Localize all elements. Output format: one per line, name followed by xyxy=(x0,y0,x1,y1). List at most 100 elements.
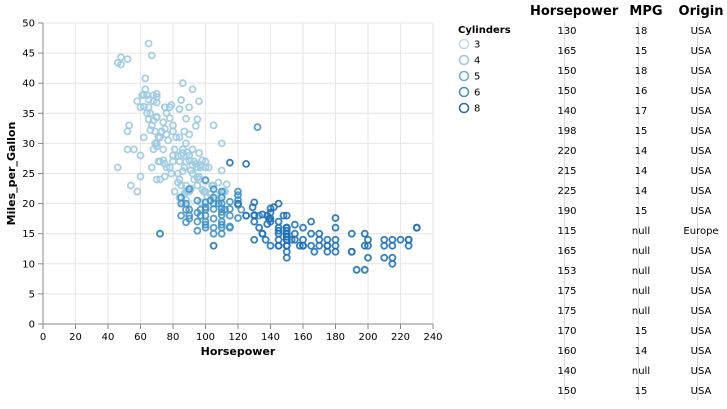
data-point xyxy=(185,185,194,194)
data-point xyxy=(360,265,369,274)
data-point xyxy=(299,223,307,232)
table-cell-origin: USA xyxy=(690,326,712,337)
data-point xyxy=(157,127,166,136)
data-point xyxy=(117,60,125,69)
data-point xyxy=(151,139,160,148)
table-cell-origin: USA xyxy=(690,66,712,77)
y-axis-title: Miles_per_Gallon xyxy=(5,122,18,226)
data-point xyxy=(201,220,210,229)
data-point xyxy=(290,235,299,244)
data-point xyxy=(156,175,164,184)
y-tick-label: 50 xyxy=(22,19,35,30)
data-point xyxy=(217,220,226,229)
x-tick-label: 80 xyxy=(167,332,180,343)
table-cell-horsepower: 198 xyxy=(557,126,577,137)
table-cell-origin: USA xyxy=(690,86,712,97)
data-point xyxy=(209,121,218,130)
data-point xyxy=(209,214,218,223)
data-point xyxy=(139,90,148,99)
data-point xyxy=(196,205,205,214)
data-point xyxy=(154,133,163,142)
data-point xyxy=(193,226,202,235)
data-table: Horsepower MPG Origin 130 18 USA 165 15 USA 15… xyxy=(527,0,727,409)
legend-symbol xyxy=(458,70,470,82)
table-cell-mpg: 14 xyxy=(634,146,648,157)
x-tick-label: 120 xyxy=(228,332,247,343)
data-point xyxy=(209,205,218,213)
data-point xyxy=(201,223,210,232)
table-cell-horsepower: 215 xyxy=(557,166,577,177)
table-cell-origin: USA xyxy=(690,246,712,257)
data-point xyxy=(388,241,397,250)
data-point xyxy=(136,103,145,112)
data-point xyxy=(126,181,135,190)
table-cell-origin: USA xyxy=(690,366,712,377)
data-point xyxy=(331,214,340,222)
data-point xyxy=(360,241,369,250)
table-cell-mpg: 15 xyxy=(634,326,648,337)
data-point xyxy=(209,229,218,238)
data-point xyxy=(139,133,148,142)
data-point xyxy=(225,211,234,220)
data-point xyxy=(144,103,153,112)
data-point xyxy=(347,247,356,256)
data-point xyxy=(234,214,242,222)
data-point xyxy=(146,109,155,118)
data-point xyxy=(214,178,223,187)
data-point xyxy=(282,241,291,250)
table-cell-origin: USA xyxy=(690,166,712,177)
column-divider xyxy=(697,22,698,400)
data-point xyxy=(144,95,153,104)
data-point xyxy=(177,193,186,202)
column-divider xyxy=(564,22,565,400)
table-cell-mpg: 14 xyxy=(634,186,648,197)
y-tick-label: 30 xyxy=(22,139,35,150)
column-header-horsepower: Horsepower xyxy=(530,4,619,19)
data-point xyxy=(209,223,218,232)
column-divider xyxy=(638,22,639,400)
data-point xyxy=(364,235,372,244)
data-point xyxy=(234,199,242,208)
x-tick-label: 240 xyxy=(423,332,442,343)
data-point xyxy=(185,214,194,223)
legend-label: 3 xyxy=(474,40,480,51)
data-point xyxy=(217,223,226,232)
data-point xyxy=(113,163,122,172)
table-cell-mpg: null xyxy=(631,226,651,237)
table-cell-horsepower: 165 xyxy=(557,246,577,257)
table-cell-horsepower: 175 xyxy=(557,306,577,317)
legend-label: 6 xyxy=(474,88,480,99)
data-point xyxy=(136,151,145,160)
data-point xyxy=(177,211,186,220)
data-point xyxy=(170,145,179,154)
table-cell-horsepower: 170 xyxy=(557,326,577,337)
table-cell-mpg: 18 xyxy=(634,66,648,77)
y-tick-label: 35 xyxy=(22,109,35,120)
y-tick-label: 10 xyxy=(22,259,35,270)
data-point xyxy=(396,235,405,244)
legend-label: 5 xyxy=(474,72,480,83)
data-point xyxy=(237,205,246,214)
table-cell-horsepower: 150 xyxy=(557,386,577,397)
table-cell-horsepower: 190 xyxy=(557,206,577,217)
table-cell-horsepower: 220 xyxy=(557,146,577,157)
data-point xyxy=(323,235,332,244)
data-point xyxy=(225,197,234,206)
x-tick-label: 180 xyxy=(326,332,345,343)
table-cell-horsepower: 130 xyxy=(557,26,577,37)
data-point xyxy=(198,156,207,165)
column-header-mpg: MPG xyxy=(629,4,663,19)
legend-symbol xyxy=(458,86,470,98)
data-point xyxy=(307,241,316,250)
y-tick-label: 25 xyxy=(22,169,35,180)
y-tick-label: 40 xyxy=(22,79,35,90)
data-point xyxy=(182,205,190,214)
data-point xyxy=(347,229,356,238)
table-cell-mpg: 15 xyxy=(634,46,648,57)
table-cell-origin: USA xyxy=(690,306,712,317)
data-point xyxy=(159,145,168,154)
legend-label: 8 xyxy=(474,104,480,115)
data-point xyxy=(186,166,195,175)
y-tick-label: 20 xyxy=(22,199,35,210)
data-point xyxy=(258,229,267,238)
